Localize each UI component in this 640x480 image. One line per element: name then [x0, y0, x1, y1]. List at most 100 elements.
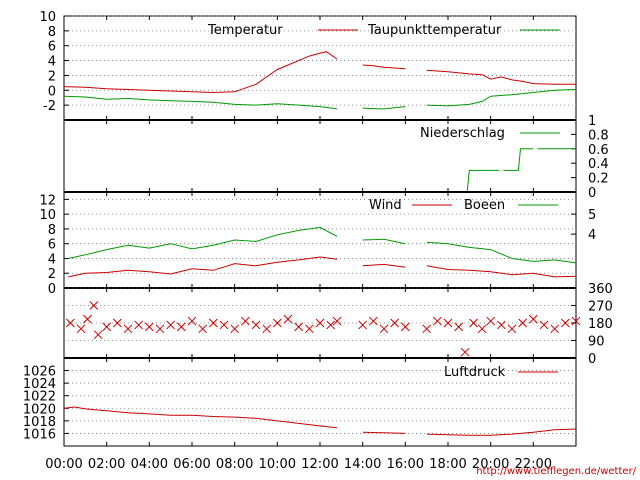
- wind_direction-ytick-right-label: 180: [588, 317, 613, 332]
- wind_direction-ytick-right-label: 360: [588, 282, 613, 297]
- wind-direction-marker: [262, 324, 272, 334]
- precipitation-ytick-right-label: 0: [588, 186, 596, 201]
- wind-direction-marker: [550, 324, 560, 334]
- pressure-ytick-label: 1020: [23, 402, 56, 417]
- wind-direction-marker: [390, 318, 400, 328]
- x-tick-label: 16:00: [387, 457, 424, 472]
- wind-direction-marker: [66, 318, 75, 328]
- precipitation-ytick-right-label: 0.6: [588, 143, 609, 158]
- x-tick-label: 02:00: [88, 457, 125, 472]
- legend-label-luftdruck: Luftdruck: [444, 365, 506, 380]
- wind-direction-marker: [571, 316, 581, 326]
- temperature-ytick-label: -2: [43, 99, 56, 114]
- wind-direction-marker: [469, 318, 478, 328]
- legend-label-temperatur: Temperatur: [207, 23, 283, 38]
- wind-direction-marker: [454, 322, 464, 332]
- wind-direction-marker: [315, 318, 325, 328]
- precipitation-ytick-right-label: 1: [588, 114, 596, 129]
- series-line-wind: [68, 256, 577, 278]
- wind-ytick-label: 6: [48, 238, 56, 253]
- wind-direction-marker: [422, 324, 432, 334]
- wind-direction-marker: [272, 318, 282, 328]
- wind-ytick-right-label: 4: [588, 228, 596, 243]
- legend-label-boeen: Boeen: [464, 198, 505, 213]
- pressure-ytick-label: 1024: [23, 377, 56, 392]
- wind-direction-marker: [144, 322, 154, 332]
- wind-direction-marker: [460, 347, 470, 357]
- pressure-ytick-label: 1022: [23, 390, 56, 405]
- wind-ytick-label: 2: [48, 267, 56, 282]
- wind-direction-marker: [208, 318, 218, 328]
- wind-direction-marker: [176, 322, 186, 332]
- series-line-taupunkttemperatur: [63, 89, 577, 110]
- source-url: http://www.tiefflegen.de/wetter/: [476, 466, 636, 477]
- wind-ytick-label: 8: [48, 223, 56, 238]
- wind-direction-marker: [486, 316, 496, 326]
- pressure-ytick-label: 1016: [23, 427, 56, 442]
- wind-direction-marker: [230, 324, 240, 334]
- wind-ytick-right-label: 5: [588, 208, 596, 223]
- wind-direction-marker: [102, 322, 112, 332]
- precipitation-ytick-right-label: 0.8: [588, 128, 609, 143]
- legend-label-taupunkttemperatur: Taupunkttemperatur: [367, 23, 502, 38]
- series-line-temperatur: [63, 51, 576, 94]
- legend-label-niederschlag: Niederschlag: [420, 126, 505, 141]
- temperature-ytick-label: 8: [48, 25, 56, 40]
- wind-direction-marker: [219, 320, 229, 330]
- wind-direction-marker: [76, 324, 86, 334]
- wind-direction-marker: [123, 324, 133, 334]
- panel-wind_direction: 360 270 180 90 0: [63, 282, 613, 367]
- wind-ytick-label: 12: [39, 193, 56, 208]
- wind-direction-marker: [134, 320, 144, 330]
- series-line-boeen: [68, 226, 577, 264]
- x-tick-label: 18:00: [429, 457, 466, 472]
- wind-direction-marker: [507, 324, 517, 334]
- wind-direction-marker: [379, 324, 389, 334]
- temperature-ytick-label: 0: [48, 84, 56, 99]
- temperature-ytick-label: 2: [48, 69, 56, 84]
- x-tick-label: 20:00: [472, 457, 509, 472]
- wind-direction-marker: [283, 314, 293, 324]
- x-tick-label: 00:00: [45, 457, 82, 472]
- x-tick-label: 22:00: [515, 457, 552, 472]
- wind-ytick-label: 4: [48, 252, 56, 267]
- wind-direction-marker: [112, 318, 122, 328]
- wind-direction-marker: [93, 330, 103, 340]
- x-tick-label: 08:00: [216, 457, 253, 472]
- x-tick-label: 12:00: [301, 457, 338, 472]
- precipitation-ytick-right-label: 0.2: [588, 172, 609, 187]
- legend-label-wind: Wind: [369, 198, 402, 213]
- wind-direction-marker: [304, 324, 314, 334]
- temperature-ytick-label: 10: [39, 10, 56, 25]
- wind-ytick-label: 0: [48, 282, 56, 297]
- wind-direction-marker: [83, 314, 92, 324]
- wind-direction-marker: [89, 301, 99, 310]
- x-tick-label: 06:00: [173, 457, 210, 472]
- wind-direction-marker: [155, 324, 165, 334]
- temperature-ytick-label: 6: [48, 40, 56, 55]
- temperature-ytick-label: 4: [48, 55, 56, 70]
- series-line-luftdruck: [63, 406, 577, 436]
- wind-direction-marker: [368, 316, 378, 326]
- wind-direction-marker: [560, 318, 570, 328]
- wind_direction-ytick-right-label: 0: [588, 352, 596, 367]
- wind_direction-ytick-right-label: 270: [588, 300, 613, 315]
- wind-direction-marker: [477, 324, 487, 334]
- wind-direction-marker: [496, 320, 506, 330]
- wind-direction-marker: [400, 322, 410, 332]
- wind-direction-marker: [166, 320, 176, 330]
- wind-direction-marker: [326, 320, 336, 330]
- wind-direction-marker: [198, 324, 208, 334]
- precipitation-ytick-right-label: 0.4: [588, 157, 609, 172]
- wind-direction-marker: [539, 320, 549, 330]
- x-tick-label: 04:00: [131, 457, 168, 472]
- wind-ytick-label: 10: [39, 208, 56, 223]
- wind-direction-marker: [251, 320, 261, 330]
- wind-direction-marker: [528, 314, 538, 324]
- wind_direction-ytick-right-label: 90: [588, 335, 605, 350]
- wind-direction-marker: [294, 322, 304, 332]
